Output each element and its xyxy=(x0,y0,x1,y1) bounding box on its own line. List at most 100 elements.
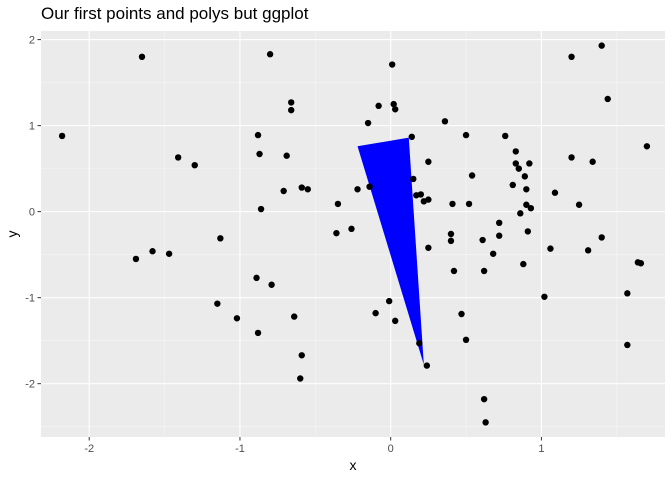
y-axis-title: y xyxy=(4,231,20,238)
data-point xyxy=(298,184,305,191)
data-point xyxy=(441,118,449,125)
data-point xyxy=(266,51,274,58)
data-point xyxy=(423,362,431,369)
data-point xyxy=(165,250,173,257)
data-point xyxy=(521,173,529,180)
data-point xyxy=(604,95,611,103)
data-point xyxy=(375,102,382,110)
data-point xyxy=(512,160,519,167)
data-point xyxy=(425,196,432,203)
triangle-polygon xyxy=(357,137,424,365)
data-point xyxy=(291,313,298,320)
data-point xyxy=(598,42,605,49)
data-point xyxy=(480,395,488,403)
data-point xyxy=(482,419,489,426)
data-point xyxy=(416,340,423,347)
data-point xyxy=(233,315,241,322)
data-point xyxy=(589,158,596,165)
major-gridlines xyxy=(41,31,665,437)
x-tick-label: 0 xyxy=(388,443,394,455)
y-tick-label: 1 xyxy=(29,121,35,133)
data-point xyxy=(517,210,524,217)
data-point xyxy=(465,200,473,208)
data-point xyxy=(479,236,486,244)
data-point xyxy=(138,53,146,61)
data-point xyxy=(496,232,503,239)
data-point xyxy=(584,247,592,254)
x-axis-title: x xyxy=(350,457,357,473)
data-point xyxy=(547,245,554,252)
data-point xyxy=(551,189,559,196)
data-point xyxy=(447,230,455,238)
data-point xyxy=(392,317,399,325)
data-point xyxy=(298,352,305,359)
data-point xyxy=(348,225,355,233)
data-point xyxy=(575,201,583,208)
x-tick-label: 1 xyxy=(538,443,544,455)
data-point xyxy=(598,234,605,241)
data-point xyxy=(149,248,156,255)
x-tick-label: -1 xyxy=(235,443,245,455)
data-point xyxy=(364,119,372,127)
data-point xyxy=(334,200,342,208)
data-point xyxy=(496,219,503,227)
data-point xyxy=(568,154,575,161)
data-point xyxy=(468,172,476,179)
data-point xyxy=(512,148,519,155)
data-point xyxy=(217,235,224,242)
data-points xyxy=(58,42,651,426)
data-point xyxy=(447,237,455,245)
y-tick-label: -1 xyxy=(25,293,35,305)
data-point xyxy=(256,150,263,158)
data-point xyxy=(515,165,522,172)
data-point xyxy=(354,186,361,193)
data-point xyxy=(527,204,535,212)
data-point xyxy=(462,131,470,139)
data-point xyxy=(333,229,340,237)
data-point xyxy=(568,53,575,61)
data-point xyxy=(524,228,532,235)
data-point xyxy=(288,106,295,114)
data-point xyxy=(58,132,66,140)
data-point xyxy=(489,250,497,257)
data-point xyxy=(191,161,198,169)
y-tick-label: 2 xyxy=(29,35,35,47)
x-tick-label: -2 xyxy=(84,443,94,455)
data-point xyxy=(425,158,432,165)
data-point xyxy=(254,329,262,337)
data-point xyxy=(283,152,290,159)
data-point xyxy=(174,154,182,161)
data-point xyxy=(643,143,651,150)
data-point xyxy=(462,336,470,344)
data-point xyxy=(450,267,458,275)
data-point xyxy=(637,260,645,267)
data-point xyxy=(280,187,287,195)
data-point xyxy=(254,131,262,139)
data-point xyxy=(509,181,516,189)
data-point xyxy=(520,260,527,268)
data-point xyxy=(390,100,397,108)
data-point xyxy=(425,244,432,251)
plot-panel xyxy=(41,31,665,437)
y-axis-ticks: -2 -1 0 1 2 xyxy=(25,35,41,391)
data-point xyxy=(385,297,393,305)
data-point xyxy=(523,186,530,193)
data-point xyxy=(624,341,631,349)
data-point xyxy=(253,274,260,282)
data-point xyxy=(624,290,631,297)
minor-gridlines xyxy=(41,31,665,437)
data-point xyxy=(458,310,465,318)
data-point xyxy=(502,132,509,140)
data-point xyxy=(449,200,456,208)
data-point xyxy=(257,205,265,213)
data-point xyxy=(408,133,415,141)
x-axis-ticks: -2 -1 0 1 xyxy=(84,437,544,455)
data-point xyxy=(480,267,488,275)
chart-title: Our first points and polys but ggplot xyxy=(41,4,309,23)
data-point xyxy=(304,186,311,193)
y-tick-label: 0 xyxy=(29,207,35,219)
data-point xyxy=(214,300,221,307)
data-point xyxy=(268,281,275,288)
data-point xyxy=(297,375,304,382)
data-point xyxy=(372,309,379,317)
